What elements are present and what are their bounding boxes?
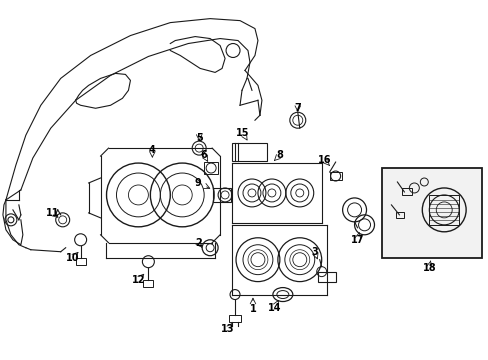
Text: 18: 18 (422, 263, 435, 273)
Bar (402, 188, 411, 195)
Bar (428, 195, 458, 225)
Text: 2: 2 (194, 238, 201, 248)
Text: 13: 13 (221, 324, 234, 334)
Bar (76, 258, 85, 265)
Text: 12: 12 (131, 275, 145, 285)
Text: 8: 8 (276, 150, 283, 160)
Text: 10: 10 (66, 253, 79, 263)
Bar (329, 172, 341, 180)
Text: 9: 9 (194, 178, 201, 188)
Text: 1: 1 (249, 305, 256, 315)
Bar (382, 168, 481, 258)
Bar (317, 272, 335, 282)
Text: 4: 4 (149, 145, 155, 155)
Bar (228, 315, 241, 323)
Text: 17: 17 (350, 235, 364, 245)
Text: 5: 5 (195, 133, 202, 143)
Text: 14: 14 (267, 302, 281, 312)
Text: 11: 11 (46, 208, 60, 218)
Bar (143, 280, 153, 287)
Bar (213, 188, 230, 202)
Bar (396, 212, 404, 218)
Text: 16: 16 (317, 155, 331, 165)
Text: 6: 6 (201, 150, 207, 160)
Text: 15: 15 (236, 128, 249, 138)
Bar (232, 143, 266, 161)
Text: 3: 3 (311, 247, 318, 257)
Bar (203, 162, 218, 174)
Text: 7: 7 (294, 103, 301, 113)
